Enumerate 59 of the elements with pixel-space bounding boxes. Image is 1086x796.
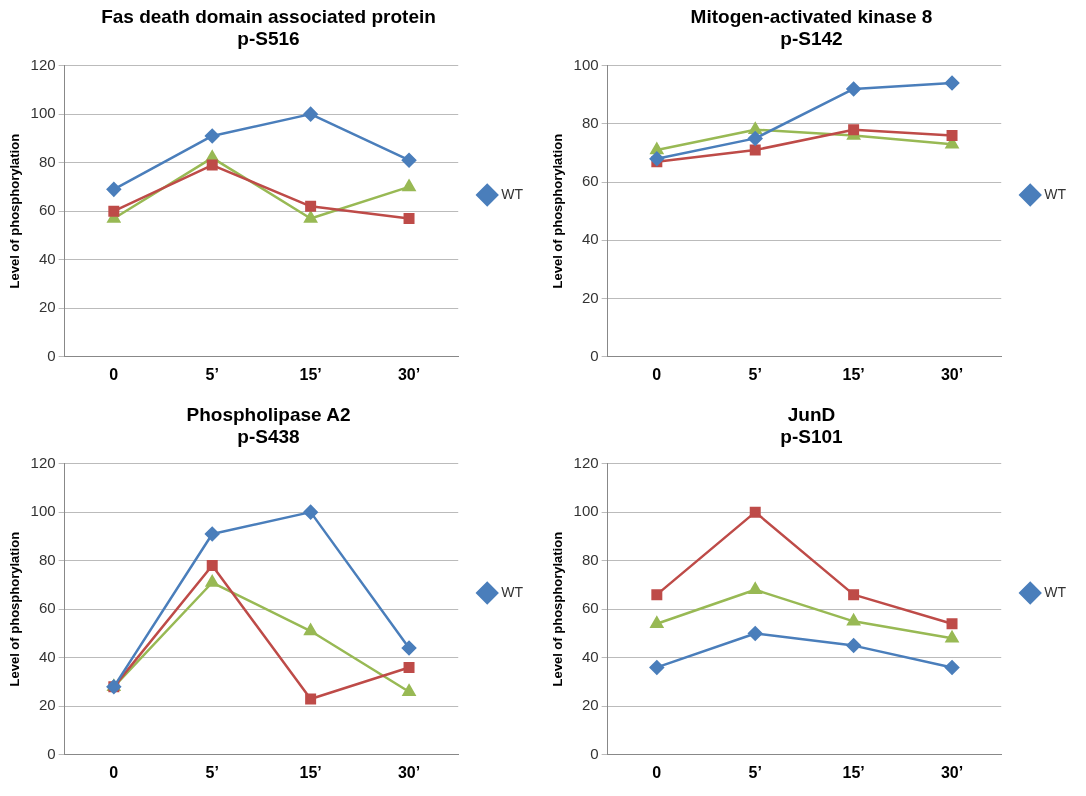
x-tick-label: 0 <box>652 365 662 383</box>
y-tick-label: 0 <box>590 744 599 762</box>
chart-title: JunD <box>787 403 836 425</box>
y-tick-label: 40 <box>38 647 56 665</box>
x-tick-label: 30’ <box>397 365 421 383</box>
chart-subtitle: p-S101 <box>780 426 844 448</box>
y-axis-title: Level of phosphorylation <box>7 531 23 687</box>
y-tick-label: 20 <box>38 298 56 316</box>
x-tick-label: 5’ <box>205 763 219 781</box>
y-tick-label: 0 <box>47 346 56 364</box>
y-tick-label: 20 <box>581 288 599 306</box>
y-tick-label: 40 <box>581 647 599 665</box>
y-tick-label: 120 <box>573 453 599 471</box>
y-tick-label: 60 <box>38 201 56 219</box>
y-tick-label: 80 <box>38 550 56 568</box>
y-tick-label: 80 <box>581 550 599 568</box>
y-tick-label: 60 <box>38 599 56 617</box>
y-tick-label: 120 <box>30 453 56 471</box>
x-tick-label: 30’ <box>940 365 964 383</box>
y-tick-label: 100 <box>573 55 599 73</box>
x-tick-label: 15’ <box>842 763 865 781</box>
y-axis-title: Level of phosphorylation <box>7 133 23 289</box>
x-tick-label: 5’ <box>205 365 219 383</box>
y-tick-label: 80 <box>581 113 599 131</box>
y-tick-label: 40 <box>38 249 56 267</box>
y-tick-label: 100 <box>573 502 599 520</box>
y-tick-label: 100 <box>30 104 56 122</box>
y-axis-title: Level of phosphorylation <box>550 133 566 289</box>
x-tick-label: 15’ <box>842 365 865 383</box>
x-tick-label: 15’ <box>299 763 322 781</box>
x-tick-label: 0 <box>652 763 662 781</box>
chart-subtitle: p-S142 <box>780 28 843 50</box>
legend-label: WT <box>501 185 524 202</box>
x-tick-label: 5’ <box>748 763 762 781</box>
y-tick-label: 20 <box>38 696 56 714</box>
y-tick-label: 100 <box>30 502 56 520</box>
chart-title: Fas death domain associated protein <box>101 5 436 27</box>
legend-label: WT <box>1044 185 1067 202</box>
x-tick-label: 30’ <box>940 763 964 781</box>
y-tick-label: 80 <box>38 152 56 170</box>
x-tick-label: 5’ <box>748 365 762 383</box>
x-tick-label: 15’ <box>299 365 322 383</box>
legend-label: WT <box>501 583 524 600</box>
chart-title: Phospholipase A2 <box>186 403 351 425</box>
x-tick-label: 0 <box>109 763 119 781</box>
y-tick-label: 0 <box>47 744 56 762</box>
chart-title: Mitogen-activated kinase 8 <box>690 5 933 27</box>
y-tick-label: 20 <box>581 696 599 714</box>
legend-label: WT <box>1044 583 1067 600</box>
y-tick-label: 60 <box>581 172 599 190</box>
chart-subtitle: p-S438 <box>237 426 300 448</box>
y-tick-label: 120 <box>30 55 56 73</box>
y-axis-title: Level of phosphorylation <box>550 531 566 687</box>
y-tick-label: 0 <box>590 346 599 364</box>
chart-subtitle: p-S516 <box>237 28 300 50</box>
x-tick-label: 0 <box>109 365 119 383</box>
y-tick-label: 60 <box>581 599 599 617</box>
x-tick-label: 30’ <box>397 763 421 781</box>
y-tick-label: 40 <box>581 230 599 248</box>
